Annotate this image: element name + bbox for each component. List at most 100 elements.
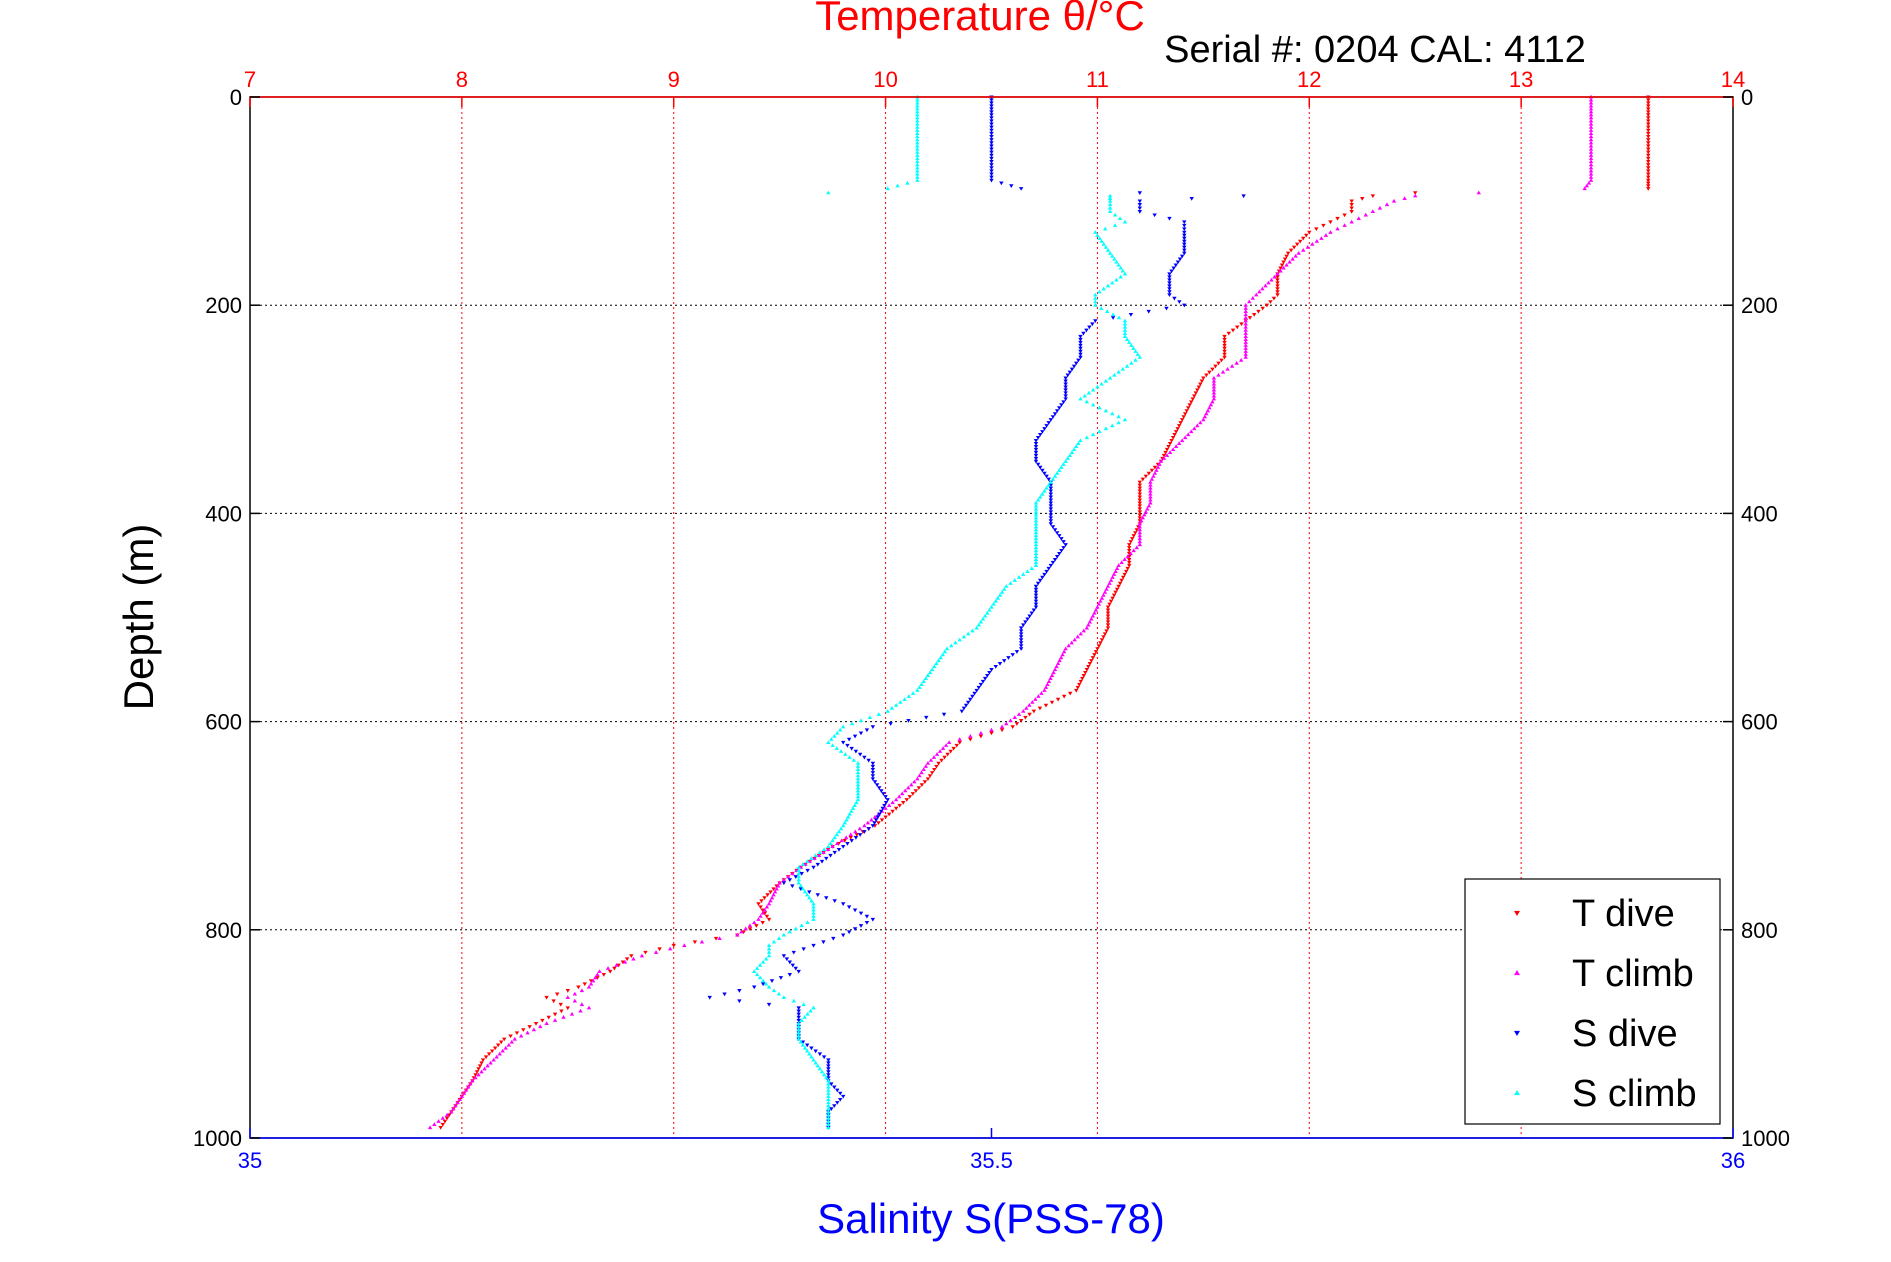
data-point bbox=[763, 981, 769, 986]
data-point bbox=[1243, 334, 1248, 338]
data-point bbox=[1148, 494, 1153, 499]
data-point bbox=[1116, 420, 1121, 425]
data-point bbox=[1222, 352, 1227, 357]
data-point bbox=[1229, 363, 1235, 368]
data-point bbox=[1006, 656, 1011, 660]
data-point bbox=[989, 116, 994, 121]
temp-tick-label: 7 bbox=[244, 67, 256, 92]
data-point bbox=[459, 1094, 465, 1098]
data-point bbox=[841, 740, 846, 745]
data-point bbox=[1243, 312, 1248, 317]
data-point bbox=[643, 950, 648, 955]
data-point bbox=[841, 844, 846, 849]
data-point bbox=[1243, 309, 1248, 313]
depth-tick-label-left: 800 bbox=[205, 918, 242, 943]
data-point bbox=[824, 856, 829, 861]
data-point bbox=[1646, 150, 1651, 155]
data-point bbox=[1182, 242, 1187, 247]
data-point bbox=[1033, 441, 1039, 446]
data-point bbox=[1044, 424, 1049, 428]
data-point bbox=[832, 1085, 837, 1090]
data-point bbox=[938, 655, 943, 660]
salinity-tick-label: 35 bbox=[238, 1148, 262, 1173]
data-point bbox=[800, 886, 806, 891]
data-point bbox=[957, 737, 962, 741]
data-point bbox=[1167, 275, 1172, 280]
data-point bbox=[1137, 480, 1142, 485]
data-point bbox=[1127, 546, 1132, 550]
data-point bbox=[965, 631, 971, 636]
data-point bbox=[1279, 263, 1285, 268]
data-point bbox=[811, 1057, 816, 1062]
data-point bbox=[869, 817, 874, 822]
data-point bbox=[1384, 202, 1390, 207]
data-point bbox=[1182, 303, 1187, 308]
data-point bbox=[834, 841, 840, 846]
data-point bbox=[1164, 453, 1170, 457]
data-point bbox=[762, 896, 767, 901]
data-point bbox=[775, 883, 781, 888]
data-point bbox=[1137, 489, 1142, 494]
data-point bbox=[766, 953, 772, 958]
data-point bbox=[1241, 194, 1246, 199]
data-point bbox=[817, 1066, 823, 1071]
data-point bbox=[1030, 700, 1035, 704]
data-point bbox=[509, 1039, 514, 1044]
data-point bbox=[1193, 391, 1198, 396]
data-point bbox=[1118, 265, 1123, 270]
data-point bbox=[1137, 527, 1142, 532]
data-point bbox=[1260, 306, 1265, 311]
data-point bbox=[796, 1024, 801, 1029]
data-point bbox=[1033, 509, 1039, 514]
data-point bbox=[828, 853, 833, 858]
data-point bbox=[1027, 614, 1032, 619]
data-point bbox=[785, 874, 791, 879]
data-point bbox=[987, 670, 992, 675]
data-point bbox=[913, 789, 919, 793]
data-point bbox=[1063, 397, 1068, 402]
data-point bbox=[916, 786, 922, 790]
data-point bbox=[1140, 515, 1146, 520]
data-point bbox=[1588, 109, 1594, 114]
data-point bbox=[1112, 223, 1118, 227]
data-point bbox=[1646, 175, 1651, 180]
data-point bbox=[1137, 530, 1142, 535]
data-point bbox=[1105, 620, 1111, 625]
data-point bbox=[1646, 187, 1651, 191]
data-point bbox=[915, 165, 920, 170]
data-point bbox=[862, 823, 867, 828]
data-point bbox=[1247, 316, 1253, 320]
data-point bbox=[910, 691, 916, 695]
data-point bbox=[503, 1045, 508, 1050]
data-point bbox=[915, 146, 920, 151]
data-point bbox=[858, 911, 864, 916]
data-point bbox=[756, 902, 761, 906]
data-point bbox=[1033, 533, 1039, 538]
data-point bbox=[826, 1073, 831, 1077]
data-point bbox=[1207, 405, 1212, 410]
data-point bbox=[826, 1076, 831, 1080]
data-point bbox=[1009, 184, 1014, 189]
data-point bbox=[1321, 223, 1326, 228]
data-point bbox=[826, 1058, 831, 1063]
data-point bbox=[1122, 271, 1128, 276]
data-point bbox=[942, 649, 948, 654]
data-point bbox=[499, 1040, 504, 1045]
data-point bbox=[1243, 337, 1248, 341]
data-point bbox=[1207, 370, 1212, 375]
data-point bbox=[1040, 491, 1045, 496]
data-point bbox=[771, 988, 777, 993]
data-point bbox=[1167, 281, 1172, 286]
data-point bbox=[1046, 566, 1051, 571]
data-point bbox=[1061, 540, 1066, 544]
data-point bbox=[1176, 441, 1182, 446]
data-point bbox=[1052, 474, 1058, 478]
data-point bbox=[1278, 268, 1283, 273]
data-point bbox=[1033, 447, 1039, 452]
data-point bbox=[989, 101, 994, 106]
data-point bbox=[1093, 319, 1098, 324]
data-point bbox=[940, 652, 945, 657]
data-point bbox=[1108, 599, 1114, 604]
data-point bbox=[1257, 289, 1262, 294]
data-point bbox=[915, 143, 920, 148]
